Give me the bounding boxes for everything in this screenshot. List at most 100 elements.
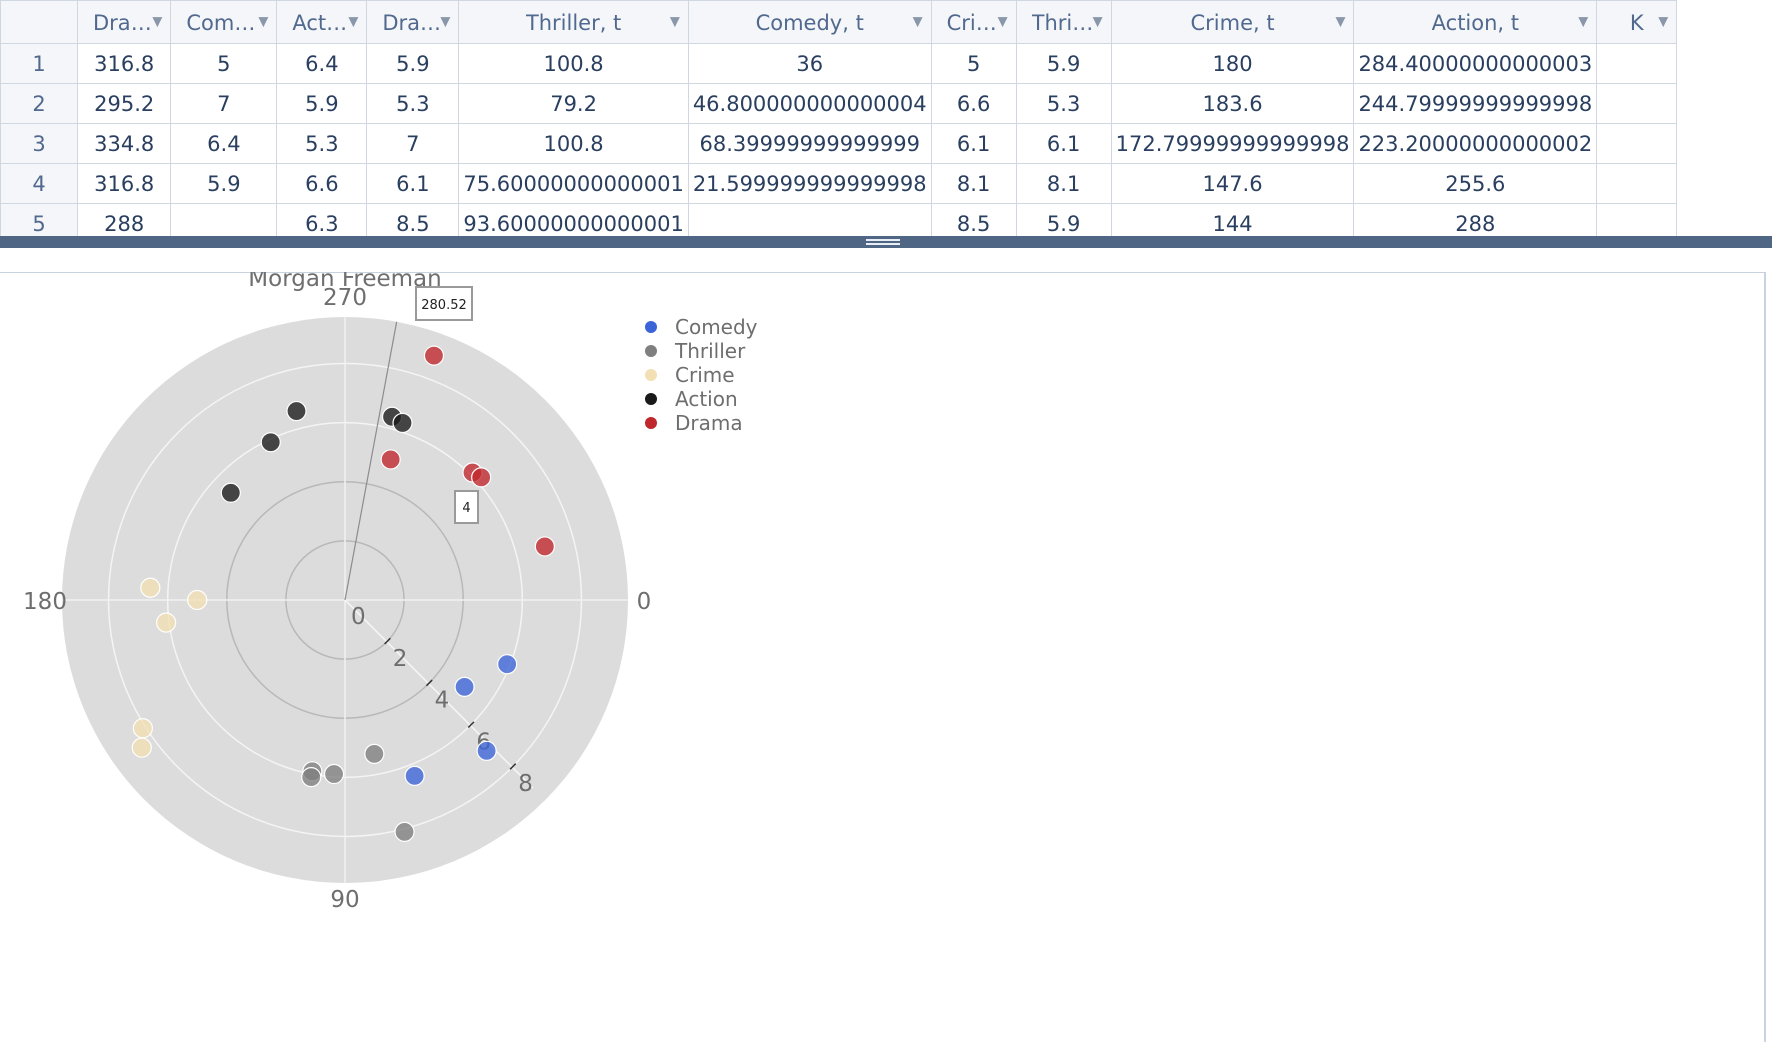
data-point-crime[interactable] [156,612,177,633]
data-point-comedy[interactable] [476,740,497,761]
table-cell[interactable]: 183.6 [1110,83,1355,124]
splitter-grip-icon[interactable] [866,239,900,245]
data-point-action[interactable] [220,482,241,503]
column-header[interactable]: Thriller,▼ [1015,0,1112,44]
table-cell[interactable]: 7 [170,83,278,124]
data-point-thriller[interactable] [301,766,322,788]
table-cell[interactable] [170,203,278,236]
table-cell[interactable]: 5.9 [1015,203,1112,236]
table-cell[interactable]: 5 [930,43,1017,84]
column-header[interactable]: Crime,▼ [930,0,1017,44]
table-cell[interactable]: 5.9 [366,43,460,84]
table-cell[interactable]: 6.4 [170,123,278,164]
data-point-drama[interactable] [534,536,555,557]
table-cell[interactable]: 93.60000000000001 [458,203,689,236]
data-point-crime[interactable] [131,737,152,758]
table-cell[interactable]: 172.79999999999998 [1110,123,1355,164]
filter-icon[interactable]: ▼ [669,14,680,30]
table-cell[interactable] [1596,83,1678,124]
data-point-thriller[interactable] [364,743,385,764]
table-cell[interactable]: 100.8 [458,123,689,164]
table-cell[interactable]: 6.1 [930,123,1017,164]
legend-item-drama[interactable]: Drama [645,411,743,435]
legend-item-thriller[interactable]: Thriller [645,339,746,363]
filter-icon[interactable]: ▼ [1658,14,1669,30]
filter-icon[interactable]: ▼ [1335,14,1346,30]
data-point-drama[interactable] [423,345,445,366]
column-header[interactable]: Crime, t ▼ [1110,0,1355,44]
column-header[interactable]: Comedy,▼ [170,0,278,44]
table-cell[interactable] [1596,163,1678,204]
column-header[interactable]: K ▼ [1596,0,1678,44]
table-cell[interactable]: 147.6 [1110,163,1355,204]
table-cell[interactable] [1596,203,1678,236]
column-header[interactable]: Drama,▼ [366,0,460,44]
panel-splitter[interactable] [0,236,1772,248]
filter-icon[interactable]: ▼ [1578,14,1589,30]
filter-icon[interactable]: ▼ [1092,14,1103,30]
table-cell[interactable]: 334.8 [76,123,172,164]
legend-item-crime[interactable]: Crime [645,363,735,387]
table-cell[interactable]: 79.2 [458,83,689,124]
column-header[interactable]: Thriller, t ▼ [458,0,689,44]
table-cell[interactable]: 8.5 [366,203,460,236]
table-cell[interactable]: 6.4 [276,43,368,84]
column-header[interactable]: Action,▼ [276,0,368,44]
table-cell[interactable]: 144 [1110,203,1355,236]
table-cell[interactable]: 288 [1353,203,1598,236]
data-point-crime[interactable] [140,577,161,598]
table-cell[interactable]: 6.3 [276,203,368,236]
table-cell[interactable]: 68.39999999999999 [687,123,932,164]
table-cell[interactable]: 316.8 [76,43,172,84]
table-cell[interactable]: 255.6 [1353,163,1598,204]
table-cell[interactable]: 5.9 [1015,43,1112,84]
table-cell[interactable]: 6.6 [276,163,368,204]
table-cell[interactable]: 5.3 [1015,83,1112,124]
data-point-comedy[interactable] [497,654,518,675]
table-cell[interactable]: 316.8 [76,163,172,204]
table-cell[interactable]: 284.40000000000003 [1353,43,1598,84]
filter-icon[interactable]: ▼ [912,14,923,30]
data-point-thriller[interactable] [323,763,345,785]
table-cell[interactable] [1596,123,1678,164]
table-cell[interactable] [1596,43,1678,84]
table-cell[interactable]: 21.599999999999998 [687,163,932,204]
table-cell[interactable]: 6.1 [1015,123,1112,164]
table-cell[interactable]: 46.800000000000004 [687,83,932,124]
legend-item-action[interactable]: Action [645,387,738,411]
table-cell[interactable]: 8.1 [930,163,1017,204]
table-cell[interactable]: 7 [366,123,460,164]
data-point-action[interactable] [286,400,307,422]
filter-icon[interactable]: ▼ [258,14,269,30]
data-point-action[interactable] [260,432,281,453]
filter-icon[interactable]: ▼ [348,14,359,30]
table-cell[interactable]: 100.8 [458,43,689,84]
table-cell[interactable]: 75.60000000000001 [458,163,689,204]
data-point-crime[interactable] [132,718,153,739]
column-header[interactable]: Comedy, t ▼ [687,0,932,44]
table-cell[interactable]: 244.79999999999998 [1353,83,1598,124]
column-header[interactable]: Action, t ▼ [1353,0,1598,44]
column-header[interactable]: Drama..▼ [76,0,172,44]
table-cell[interactable]: 5.3 [276,123,368,164]
table-cell[interactable]: 6.1 [366,163,460,204]
table-cell[interactable]: 223.20000000000002 [1353,123,1598,164]
data-point-comedy[interactable] [404,765,425,786]
table-cell[interactable]: 295.2 [76,83,172,124]
table-cell[interactable]: 6.6 [930,83,1017,124]
table-cell[interactable]: 180 [1110,43,1355,84]
data-point-action[interactable] [392,412,413,434]
table-cell[interactable] [687,203,932,236]
table-cell[interactable]: 288 [76,203,172,236]
data-point-crime[interactable] [187,589,208,611]
data-point-drama[interactable] [380,449,401,470]
data-point-drama[interactable] [471,467,492,488]
table-cell[interactable]: 5.9 [276,83,368,124]
legend-item-comedy[interactable]: Comedy [645,315,758,339]
data-point-thriller[interactable] [394,821,415,842]
table-cell[interactable]: 8.1 [1015,163,1112,204]
table-cell[interactable]: 36 [687,43,932,84]
data-point-comedy[interactable] [454,676,475,697]
filter-icon[interactable]: ▼ [997,14,1008,30]
table-cell[interactable]: 5.9 [170,163,278,204]
